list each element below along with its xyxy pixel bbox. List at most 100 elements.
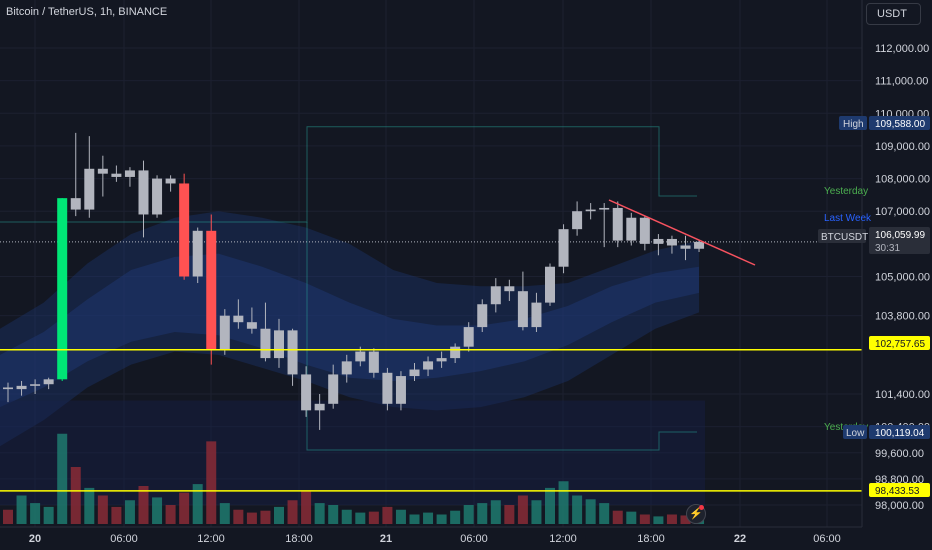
volume-bar	[653, 516, 664, 524]
candle-body	[382, 372, 393, 404]
horizontal-levels[interactable]	[0, 348, 862, 492]
lightning-icon[interactable]: ⚡	[686, 504, 706, 524]
volume-bar	[382, 506, 393, 524]
candle-body	[666, 238, 677, 246]
time-axis-labels: 20 06:00 12:00 18:00 21 06:00 12:00 18:00 22 06:0…	[29, 533, 841, 545]
lower-band-area	[0, 400, 706, 505]
level-upper-badge: 102,757.65	[869, 336, 930, 350]
volume-bar	[301, 490, 312, 524]
volume-bar	[490, 500, 501, 524]
time-axis-label: 06:00	[460, 533, 488, 545]
time-axis-panel[interactable]	[0, 527, 932, 550]
range-box	[0, 126, 862, 451]
candle-body	[206, 230, 217, 350]
candle-body	[328, 374, 339, 404]
symbol-badge: BTCUSDT 106,059.99 30:31	[818, 227, 930, 254]
symbol-label: BTCUSDT	[821, 232, 868, 243]
yesterday-annotation: Yesterday	[824, 186, 868, 197]
volume-bar	[179, 492, 190, 524]
time-axis-label: 06:00	[110, 533, 138, 545]
trend-line-segment[interactable]	[608, 199, 756, 266]
volume-bar	[666, 514, 677, 524]
candle-body	[626, 217, 637, 241]
price-axis-label: 111,000.00	[875, 76, 928, 88]
volume-bar	[206, 441, 217, 524]
volume-bar	[504, 505, 515, 524]
trend-line[interactable]	[608, 199, 756, 266]
candle-body	[355, 351, 366, 362]
candle-body	[97, 168, 108, 174]
volume-bar	[409, 514, 420, 524]
candle-body	[192, 230, 203, 277]
volume-bars	[3, 433, 705, 524]
candle-body	[138, 170, 149, 215]
level-lower-value: 98,433.53	[875, 486, 920, 497]
price-axis-label: 101,400.00	[875, 389, 930, 401]
volume-bar	[274, 506, 284, 524]
level-upper-value: 102,757.65	[875, 339, 925, 350]
candle-body	[30, 384, 41, 386]
volume-bar	[70, 467, 81, 524]
candle-body	[219, 315, 230, 350]
low-value: 100,119.04	[875, 428, 925, 439]
volume-bar	[3, 509, 13, 524]
candle-body	[599, 207, 610, 210]
candle-body	[3, 387, 13, 390]
currency-selector-button[interactable]: USDT	[866, 3, 921, 25]
volume-bar	[246, 512, 257, 524]
candle-body	[124, 170, 135, 177]
volume-bar	[355, 512, 366, 524]
band-1	[0, 253, 700, 408]
volume-bar	[111, 506, 122, 524]
price-axis-label: 109,000.00	[875, 141, 930, 153]
volume-bar	[517, 495, 528, 524]
notification-dot	[699, 505, 704, 510]
price-axis-label: 108,000.00	[875, 174, 930, 186]
symbol-title[interactable]: Bitcoin / TetherUS, 1h, BINANCE	[6, 6, 168, 18]
last-price-value: 106,059.99	[875, 230, 925, 241]
price-axis-label: 107,000.00	[875, 206, 930, 218]
time-axis-label: 18:00	[637, 533, 665, 545]
candle-body	[409, 369, 420, 377]
time-axis-label: 20	[29, 533, 41, 545]
volume-bar	[423, 512, 434, 524]
low-label: Low	[846, 428, 865, 439]
volume-bar	[152, 497, 163, 524]
candle-body	[639, 217, 650, 244]
price-axis-label: 105,000.00	[875, 272, 930, 284]
volume-bar	[639, 514, 650, 524]
volume-bar	[680, 515, 691, 524]
band-0	[0, 211, 700, 447]
volume-bar	[572, 495, 583, 524]
price-axis-label: 98,800.00	[875, 474, 924, 486]
volume-bar	[477, 503, 488, 524]
candle-body	[680, 245, 691, 249]
candle-body	[423, 361, 434, 370]
volume-bar	[43, 506, 54, 524]
countdown-timer: 30:31	[875, 243, 900, 254]
volume-bar	[314, 503, 325, 524]
candle-body	[274, 330, 284, 359]
candle-body	[517, 291, 528, 328]
candle-body	[341, 361, 352, 375]
time-axis-label: 22	[734, 533, 746, 545]
candle-body	[246, 322, 257, 329]
candle-body	[301, 374, 312, 411]
price-axis-panel[interactable]	[862, 0, 932, 550]
candle-body	[585, 209, 596, 212]
volume-bar	[558, 481, 569, 524]
price-axis-label: 103,800.00	[875, 311, 930, 323]
candle-body	[463, 327, 474, 347]
volume-bar	[626, 511, 637, 524]
candle-body	[57, 198, 68, 380]
volume-bar	[531, 500, 542, 524]
volume-bar	[165, 505, 176, 524]
price-axis-label: 112,000.00	[875, 43, 929, 55]
price-axis-label: 98,000.00	[875, 500, 924, 512]
volume-bar	[16, 495, 27, 524]
volume-bar	[97, 495, 108, 524]
candle-body	[260, 328, 271, 359]
